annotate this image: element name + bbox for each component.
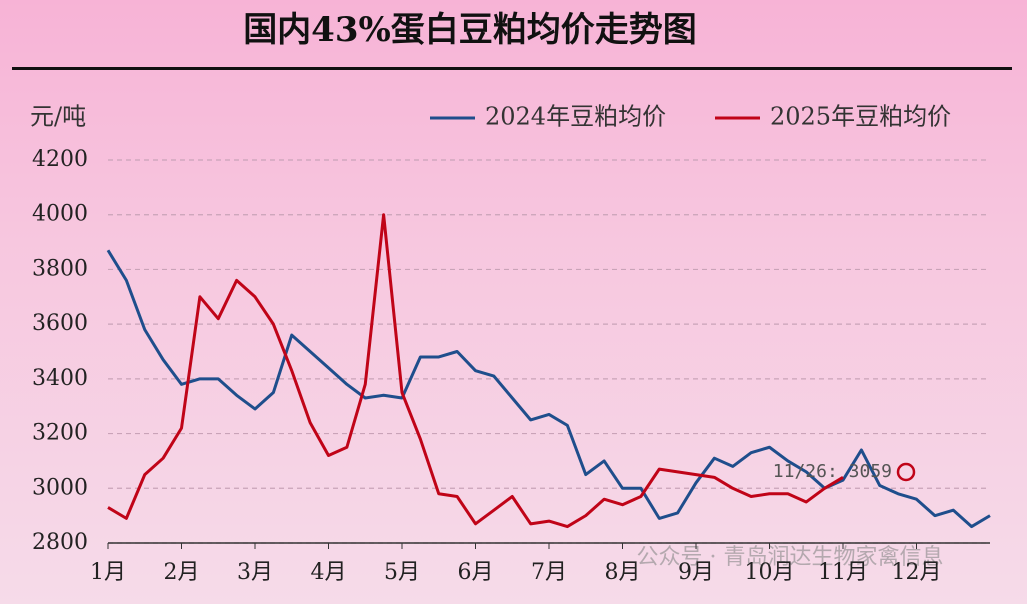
watermark: 公众号 · 青岛润达生物家禽信息 bbox=[637, 545, 944, 570]
chart-title: 国内43%蛋白豆粕均价走势图 bbox=[243, 10, 697, 50]
y-tick-label: 3800 bbox=[32, 256, 88, 281]
x-tick-label: 3月 bbox=[237, 560, 273, 585]
series-line bbox=[106, 249, 991, 529]
legend-label: 2024年豆粕均价 bbox=[485, 103, 666, 131]
x-tick-label: 7月 bbox=[531, 560, 567, 585]
x-tick-label: 1月 bbox=[90, 560, 126, 585]
y-axis-label: 元/吨 bbox=[30, 103, 86, 131]
x-tick-label: 5月 bbox=[384, 560, 420, 585]
x-tick-label: 11月 bbox=[818, 560, 868, 585]
x-tick-label: 6月 bbox=[458, 560, 494, 585]
annotation-marker bbox=[896, 462, 916, 482]
x-tick-label: 10月 bbox=[745, 560, 795, 585]
x-tick-label: 2月 bbox=[164, 560, 200, 585]
y-tick-label: 4000 bbox=[32, 202, 88, 227]
legend-label: 2025年豆粕均价 bbox=[770, 103, 951, 131]
y-tick-label: 3400 bbox=[32, 366, 88, 391]
x-tick-label: 4月 bbox=[311, 560, 347, 585]
series-line bbox=[107, 213, 844, 529]
y-tick-label: 3000 bbox=[32, 475, 88, 500]
y-tick-label: 2800 bbox=[32, 530, 88, 555]
y-tick-label: 3600 bbox=[32, 311, 88, 336]
annotation: 11/26: 3059 bbox=[773, 461, 892, 482]
title-rule bbox=[12, 67, 1012, 70]
x-tick-label: 12月 bbox=[892, 560, 942, 585]
y-tick-label: 4200 bbox=[32, 147, 88, 172]
y-tick-label: 3200 bbox=[32, 421, 88, 446]
x-tick-label: 8月 bbox=[605, 560, 641, 585]
x-tick-label: 9月 bbox=[678, 560, 714, 585]
